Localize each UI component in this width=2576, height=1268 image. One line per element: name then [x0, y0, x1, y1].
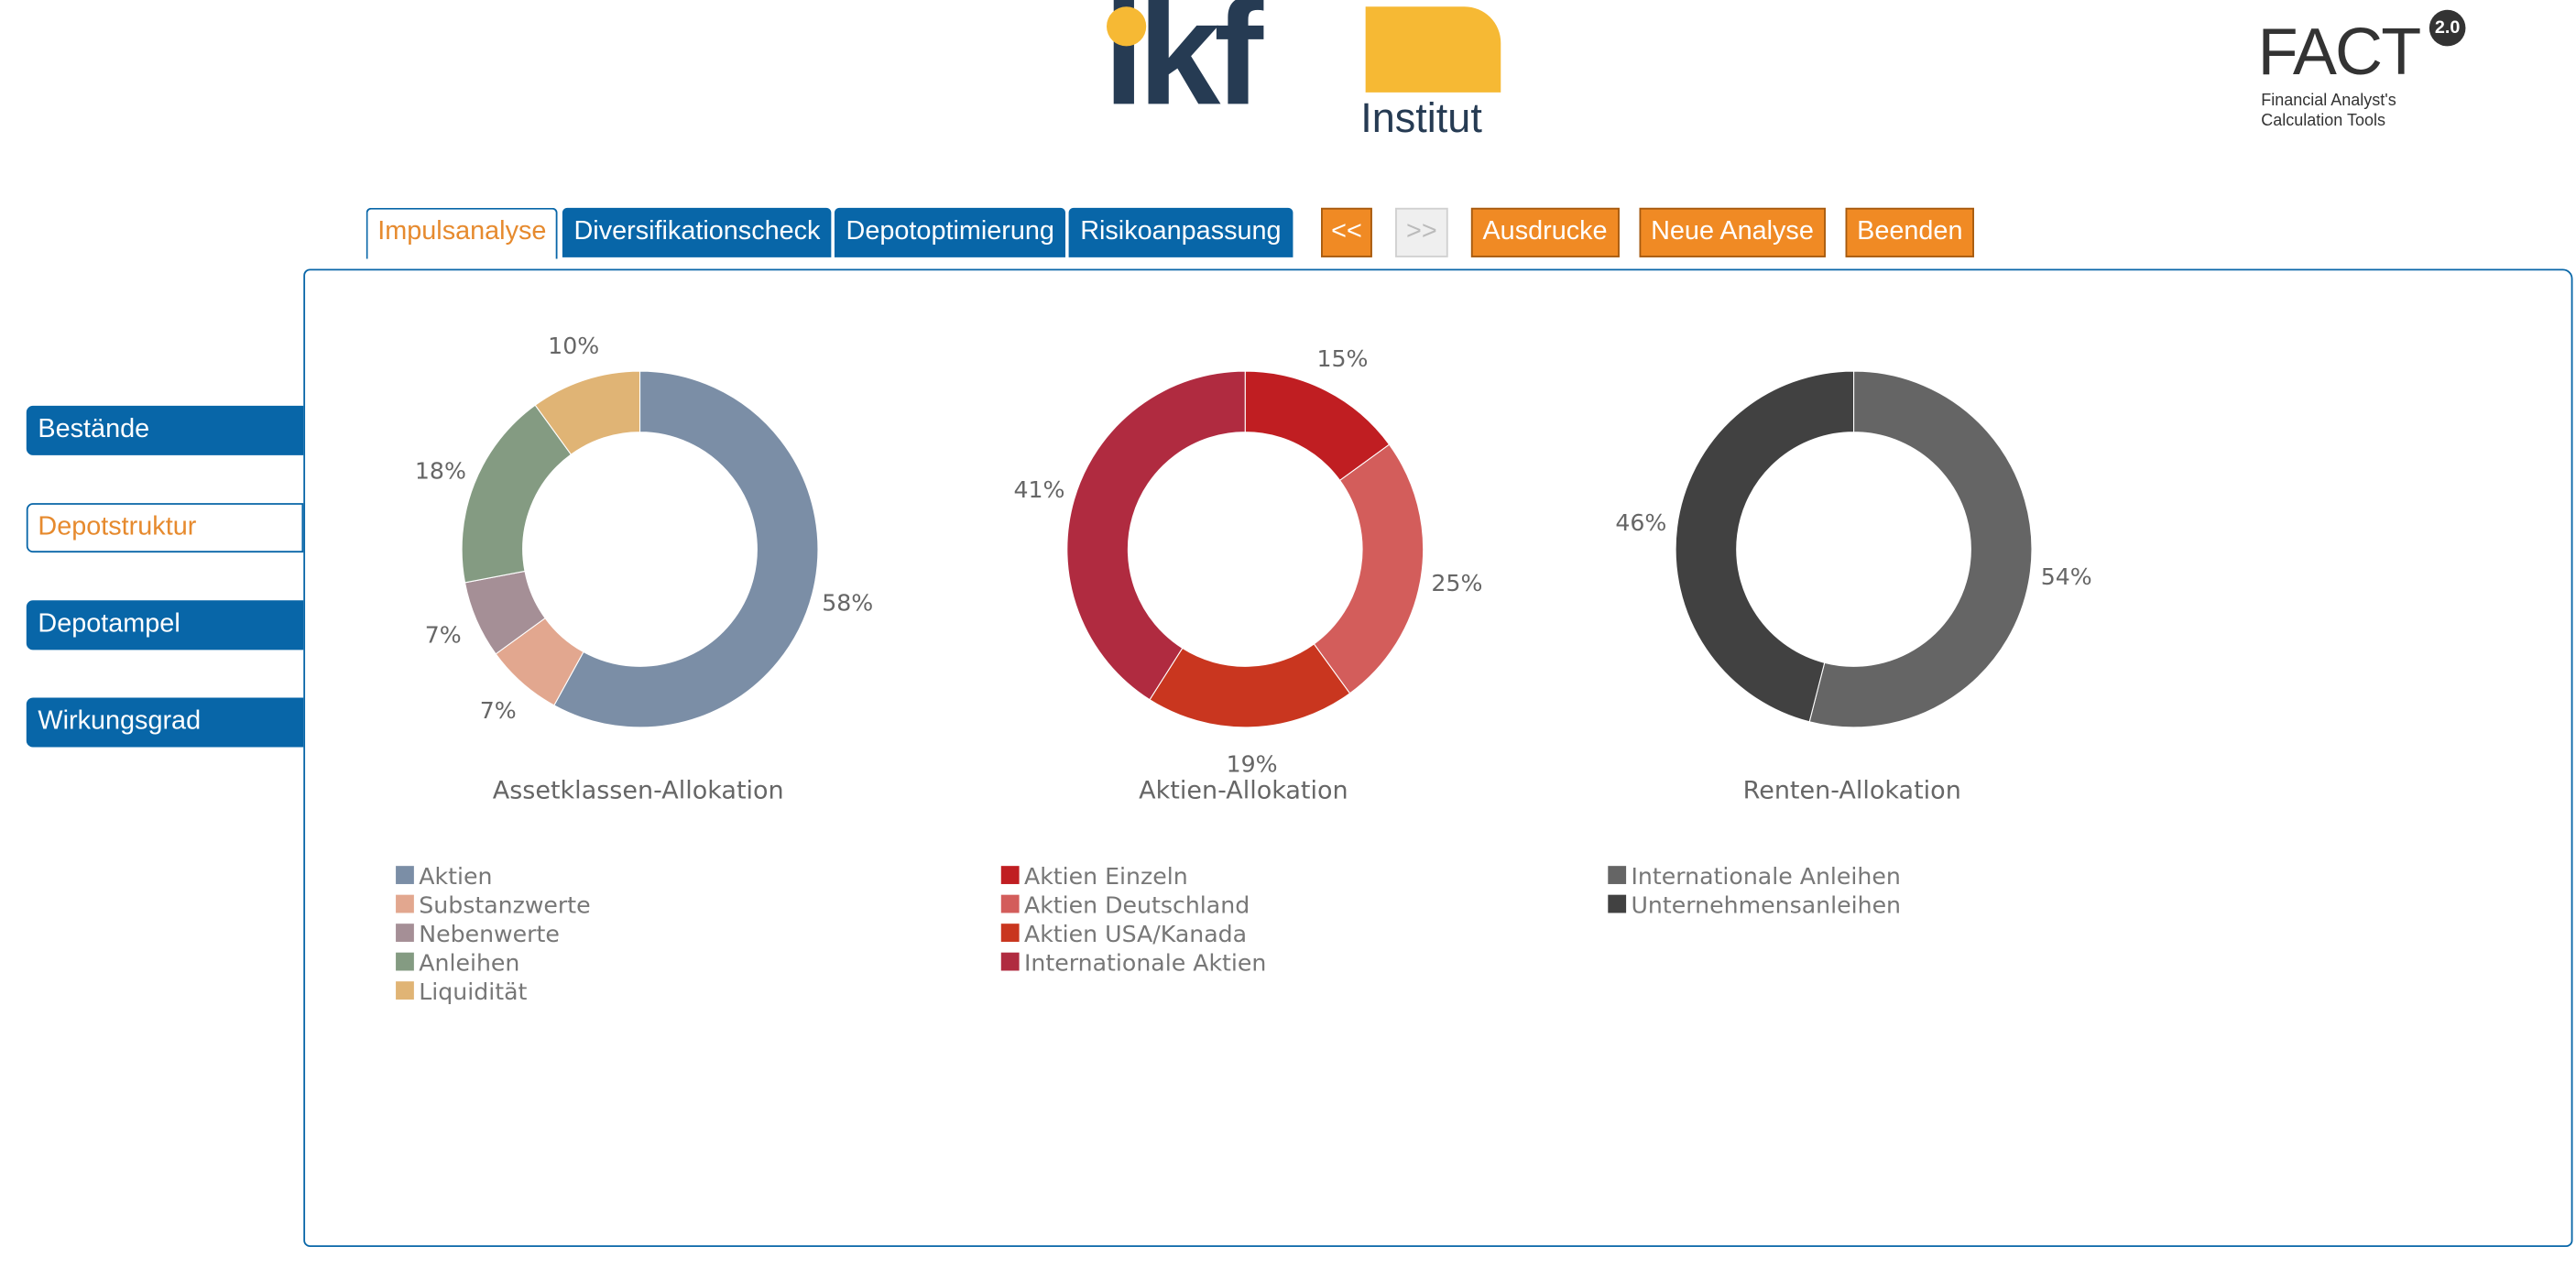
- legend-swatch-aktien-deutschland: [1000, 894, 1020, 913]
- legend-label-aktien: Aktien: [419, 863, 492, 890]
- legend-swatch-unternehmensanleihen: [1608, 894, 1627, 913]
- data-label-aktien: 58%: [822, 590, 873, 617]
- ikf-logo-dot: [1107, 6, 1147, 47]
- fact-logo-text: FACT: [2257, 16, 2422, 90]
- new-analysis-button[interactable]: Neue Analyse: [1639, 207, 1826, 257]
- data-label-aktien-deutschland: 25%: [1431, 570, 1482, 596]
- legend-label-nebenwerte: Nebenwerte: [419, 921, 560, 947]
- slice-liquiditaet: [534, 370, 641, 455]
- legend-swatch-internationale-aktien: [1000, 952, 1020, 971]
- fact-version-badge: 2.0: [2429, 9, 2466, 47]
- data-label-unternehmensanleihen: 46%: [1615, 509, 1666, 536]
- slice-aktien-deutschland: [1313, 443, 1424, 694]
- tab-depotoptimierung[interactable]: Depotoptimierung: [834, 207, 1066, 257]
- prev-button[interactable]: <<: [1321, 207, 1372, 257]
- slice-aktien-usa-kanada: [1149, 643, 1351, 728]
- fact-subtitle-line1: Financial Analyst's: [2261, 92, 2396, 111]
- ikf-logo-subtitle: Institut: [1360, 95, 1482, 142]
- sidebar-item-depotampel[interactable]: Depotampel: [26, 600, 304, 650]
- data-label-aktien-usa-kanada: 19%: [1227, 750, 1278, 777]
- legend-label-aktien-deutschland: Aktien Deutschland: [1024, 891, 1250, 918]
- legend-swatch-aktien-einzeln: [1000, 866, 1020, 884]
- legend-label-liquiditaet: Liquidität: [419, 978, 527, 1005]
- legend-label-aktien-usa-kanada: Aktien USA/Kanada: [1024, 921, 1247, 947]
- data-label-anleihen: 18%: [415, 457, 466, 484]
- data-label-liquiditaet: 10%: [548, 333, 599, 359]
- data-label-substanzwerte: 7%: [480, 697, 517, 724]
- fact-logo: FACT 2.0 Financial Analyst's Calculation…: [2257, 9, 2475, 142]
- sidebar-item-wirkungsgrad[interactable]: Wirkungsgrad: [26, 697, 304, 748]
- ikf-logo: ikf Institut: [1103, 0, 1507, 152]
- legend-swatch-nebenwerte: [396, 924, 414, 942]
- legend-swatch-liquiditaet: [396, 981, 414, 1000]
- print-button[interactable]: Ausdrucke: [1470, 207, 1620, 257]
- legend-label-aktien-einzeln: Aktien Einzeln: [1024, 863, 1188, 890]
- legend-label-unternehmensanleihen: Unternehmensanleihen: [1631, 891, 1901, 918]
- legend-swatch-substanzwerte: [396, 894, 414, 913]
- data-label-internationale-aktien: 41%: [1013, 476, 1064, 503]
- slice-unternehmensanleihen: [1675, 370, 1855, 723]
- tab-risikoanpassung[interactable]: Risikoanpassung: [1068, 207, 1293, 257]
- chart-title-aktien-allokation: Aktien-Allokation: [1139, 776, 1348, 804]
- legend-swatch-aktien-usa-kanada: [1000, 924, 1020, 942]
- legend-label-internationale-anleihen: Internationale Anleihen: [1631, 863, 1900, 890]
- chart-title-renten-allokation: Renten-Allokation: [1743, 776, 1961, 804]
- legend-swatch-aktien: [396, 866, 414, 884]
- next-button[interactable]: >>: [1395, 207, 1448, 257]
- data-label-aktien-einzeln: 15%: [1316, 345, 1368, 372]
- legend-swatch-internationale-anleihen: [1608, 866, 1627, 884]
- slice-aktien: [553, 370, 819, 728]
- slice-internationale-anleihen: [1808, 370, 2033, 728]
- quit-button[interactable]: Beenden: [1845, 207, 1975, 257]
- fact-subtitle-line2: Calculation Tools: [2261, 112, 2385, 131]
- data-label-internationale-anleihen: 54%: [2041, 563, 2092, 590]
- chart-title-assetklassen-allokation: Assetklassen-Allokation: [493, 776, 784, 804]
- legend-label-substanzwerte: Substanzwerte: [419, 891, 590, 918]
- sidebar-item-depotstruktur[interactable]: Depotstruktur: [26, 503, 304, 553]
- tab-impulsanalyse[interactable]: Impulsanalyse: [366, 207, 559, 259]
- ikf-logo-block: [1365, 6, 1501, 93]
- legend-label-internationale-aktien: Internationale Aktien: [1024, 949, 1266, 976]
- legend-swatch-anleihen: [396, 952, 414, 971]
- slice-internationale-aktien: [1066, 370, 1246, 701]
- fact-logo-subtitle: Financial Analyst's Calculation Tools: [2261, 93, 2475, 132]
- data-label-nebenwerte: 7%: [425, 621, 462, 648]
- legend-label-anleihen: Anleihen: [419, 949, 519, 976]
- sidebar-item-bestaende[interactable]: Bestände: [26, 405, 304, 455]
- tab-diversifikationscheck[interactable]: Diversifikationscheck: [562, 207, 833, 257]
